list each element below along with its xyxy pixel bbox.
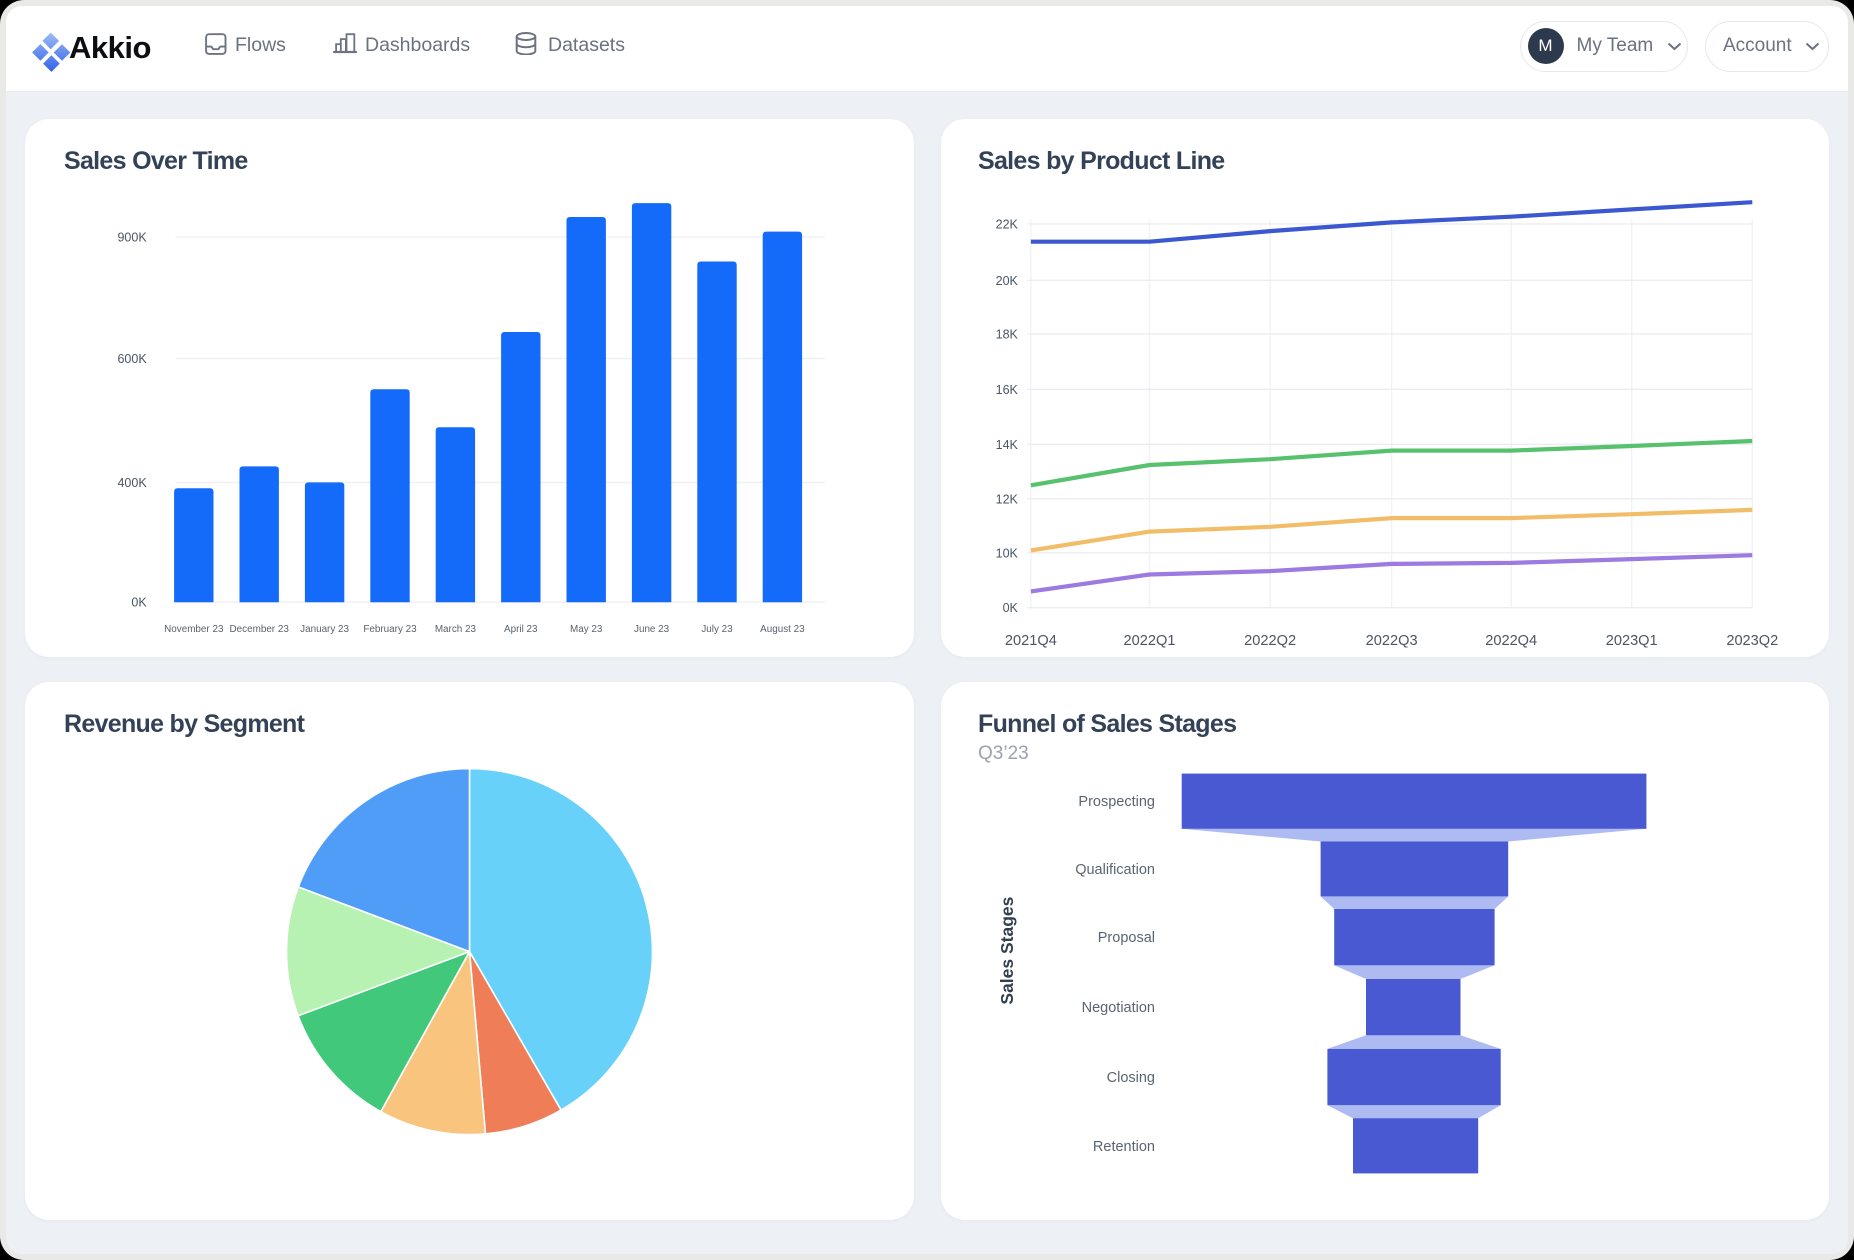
svg-text:400K: 400K	[117, 476, 147, 490]
svg-text:July 23: July 23	[701, 624, 733, 635]
svg-text:2023Q2: 2023Q2	[1726, 633, 1778, 649]
svg-text:2022Q1: 2022Q1	[1124, 633, 1176, 649]
svg-text:2021Q4: 2021Q4	[1005, 633, 1057, 649]
svg-text:Closing: Closing	[1107, 1070, 1155, 1086]
svg-text:Negotiation: Negotiation	[1082, 1000, 1155, 1016]
svg-text:February 23: February 23	[363, 624, 417, 635]
svg-text:12K: 12K	[996, 492, 1019, 506]
svg-text:20K: 20K	[996, 273, 1019, 287]
svg-text:Qualification: Qualification	[1075, 862, 1155, 878]
svg-text:Sales Stages: Sales Stages	[997, 896, 1017, 1004]
svg-text:600K: 600K	[117, 352, 147, 366]
svg-text:April 23: April 23	[504, 624, 538, 635]
svg-text:January 23: January 23	[300, 624, 349, 635]
svg-text:June 23: June 23	[634, 624, 670, 635]
svg-text:2022Q3: 2022Q3	[1366, 633, 1418, 649]
svg-text:Retention: Retention	[1093, 1138, 1155, 1154]
svg-text:900K: 900K	[117, 230, 147, 244]
svg-text:Proposal: Proposal	[1098, 930, 1155, 946]
svg-text:2022Q4: 2022Q4	[1485, 633, 1537, 649]
svg-text:2023Q1: 2023Q1	[1606, 633, 1658, 649]
svg-text:March 23: March 23	[435, 624, 477, 635]
svg-text:14K: 14K	[996, 437, 1019, 451]
svg-text:0K: 0K	[131, 595, 147, 609]
svg-text:August 23: August 23	[760, 624, 805, 635]
svg-text:2022Q2: 2022Q2	[1244, 633, 1296, 649]
svg-text:Prospecting: Prospecting	[1078, 794, 1155, 810]
svg-text:18K: 18K	[996, 327, 1019, 341]
svg-text:10K: 10K	[996, 546, 1019, 560]
svg-text:December 23: December 23	[230, 624, 290, 635]
svg-text:November 23: November 23	[164, 624, 224, 635]
svg-text:22K: 22K	[996, 217, 1019, 231]
svg-text:May 23: May 23	[570, 624, 603, 635]
svg-text:16K: 16K	[996, 382, 1019, 396]
svg-text:0K: 0K	[1003, 601, 1019, 615]
